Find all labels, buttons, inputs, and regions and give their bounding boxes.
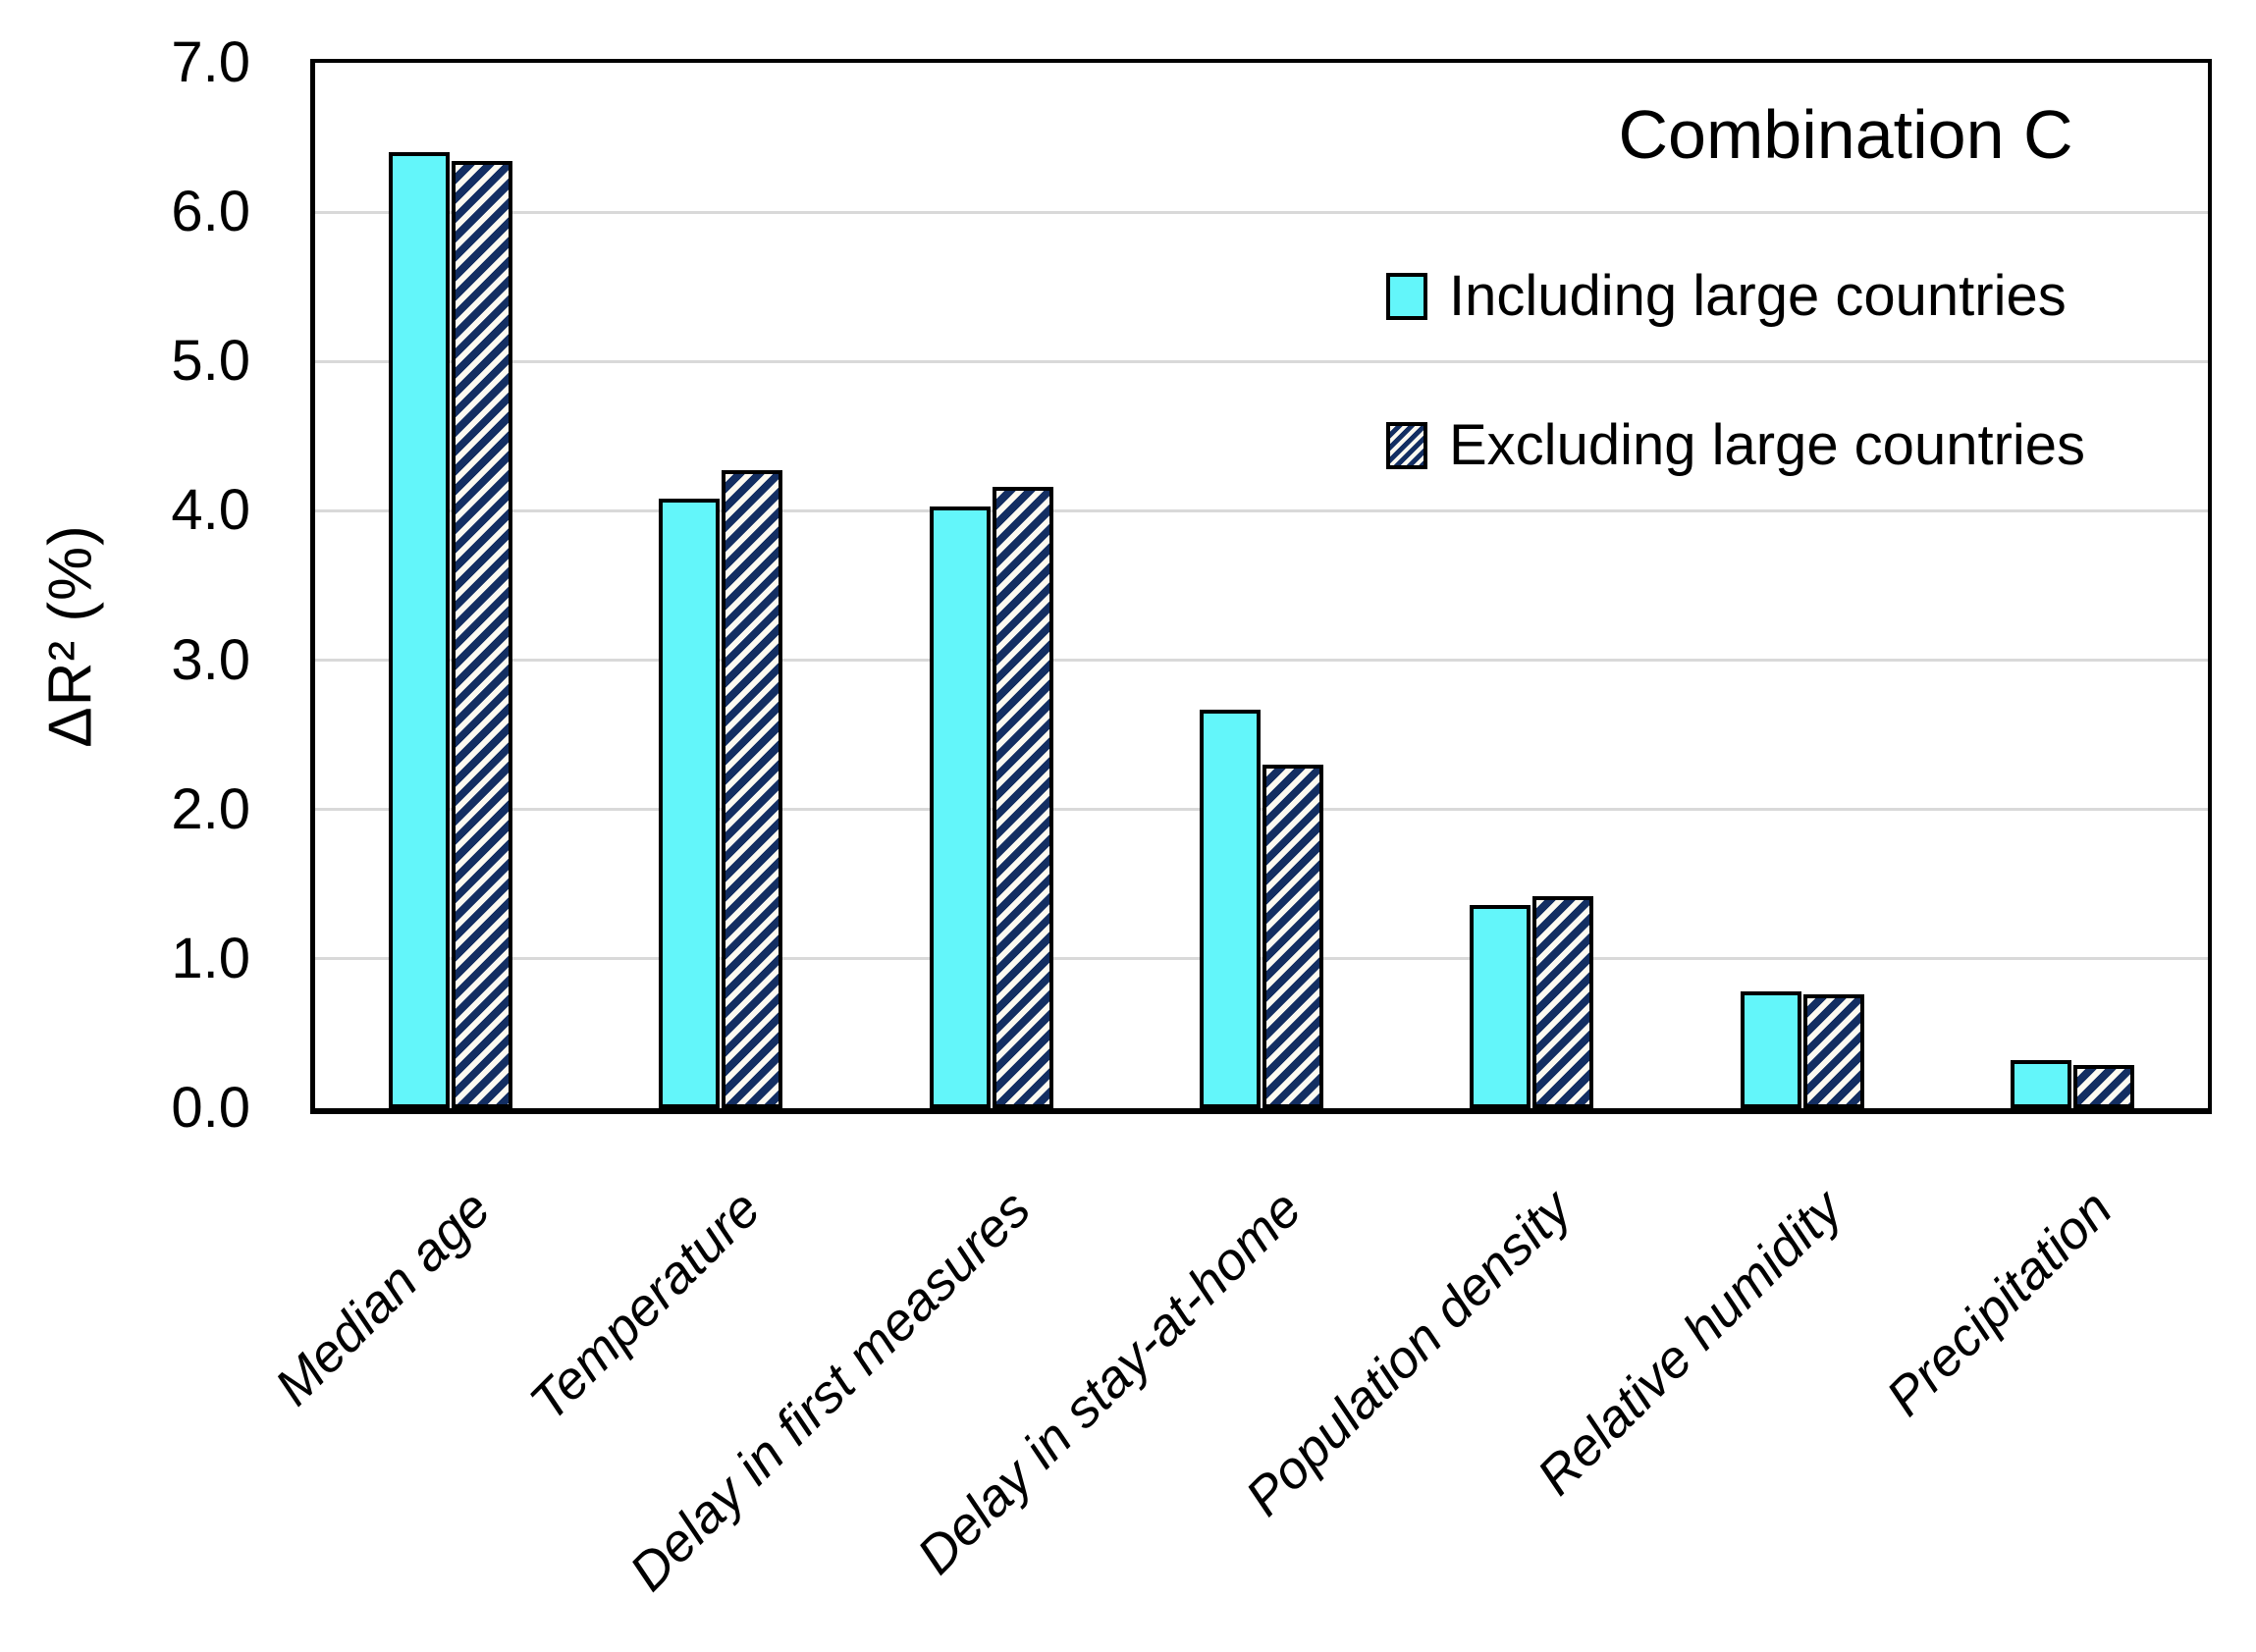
legend-swatch-hatched [1386,422,1427,469]
bar-including-delay-in-stay-at-home [1200,710,1261,1108]
plot-area [310,59,2212,1114]
y-tick-label-3.0: 3.0 [171,627,250,692]
y-tick-label-7.0: 7.0 [171,30,250,94]
bar-excluding-relative-humidity [1803,994,1864,1108]
bar-excluding-delay-in-stay-at-home [1262,765,1323,1108]
bar-including-delay-in-first-measures [930,506,991,1108]
x-category-label-median-age: Median age [263,1179,502,1417]
bar-including-precipitation [2011,1060,2071,1108]
bar-excluding-temperature [722,470,782,1108]
gridline-1 [315,957,2208,961]
gridline-6 [315,210,2208,214]
bar-excluding-precipitation [2073,1065,2134,1108]
legend-label: Excluding large countries [1449,413,2086,477]
y-tick-label-5.0: 5.0 [171,329,250,394]
y-tick-label-2.0: 2.0 [171,776,250,841]
legend-item-including: Including large countries [1386,265,2067,328]
x-category-label-relative-humidity: Relative humidity [1526,1179,1853,1507]
y-tick-label-6.0: 6.0 [171,180,250,244]
bar-including-temperature [659,499,720,1108]
gridline-2 [315,808,2208,812]
legend-item-excluding: Excluding large countries [1386,414,2085,477]
y-tick-label-0.0: 0.0 [171,1076,250,1140]
bar-including-relative-humidity [1741,991,1801,1108]
x-category-label-precipitation: Precipitation [1875,1179,2124,1427]
x-category-label-temperature: Temperature [518,1179,772,1432]
gridline-5 [315,359,2208,363]
bar-including-median-age [389,152,450,1108]
gridline-4 [315,508,2208,512]
bar-excluding-population-density [1532,896,1593,1108]
gridline-3 [315,659,2208,663]
chart-title: Combination C [1618,96,2073,173]
bar-including-population-density [1470,905,1531,1108]
legend-label: Including large countries [1449,264,2067,328]
legend-swatch-solid [1386,273,1427,320]
bar-excluding-median-age [452,161,512,1108]
y-tick-label-1.0: 1.0 [171,926,250,990]
y-tick-label-4.0: 4.0 [171,478,250,543]
bar-excluding-delay-in-first-measures [993,487,1053,1108]
